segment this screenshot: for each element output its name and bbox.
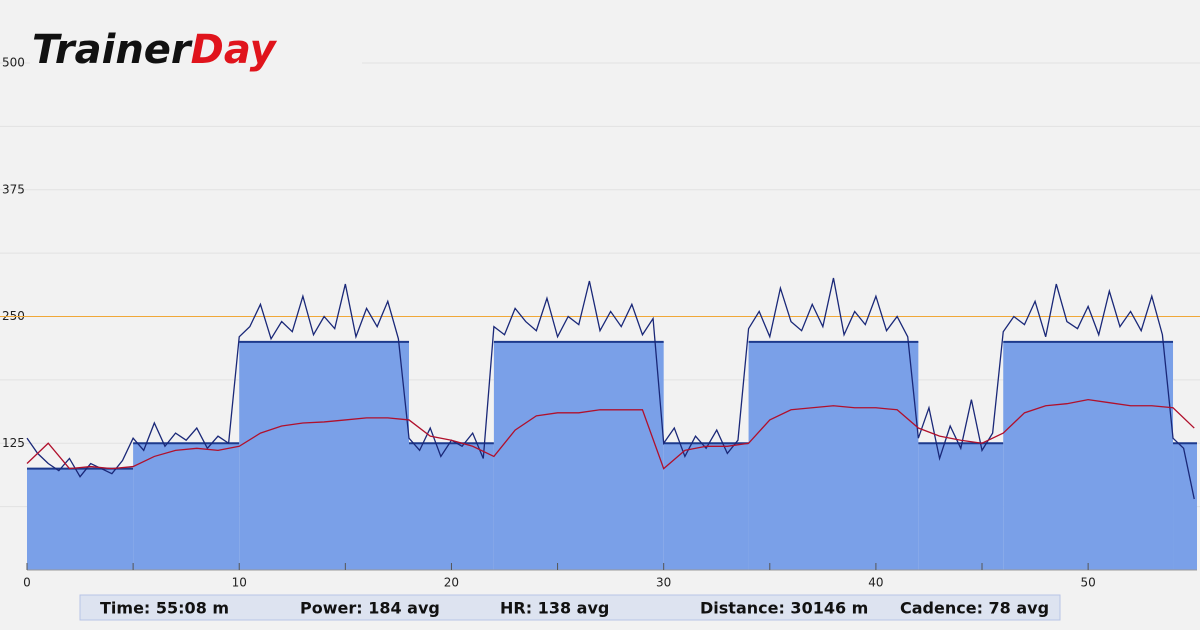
y-tick-label: 375 [2,182,25,196]
target-block [493,341,664,570]
y-tick-label: 125 [2,436,25,450]
x-tick-label: 0 [23,576,31,590]
stat: Power: 184 avg [300,599,440,618]
stat: HR: 138 avg [500,599,609,618]
series-line [26,277,1195,500]
x-tick-label: 20 [444,576,459,590]
stat: Time: 55:08 m [100,599,229,618]
x-tick-label: 50 [1080,576,1095,590]
target-block [1003,341,1174,570]
target-block [663,443,749,570]
target-block [409,443,494,570]
logo-accent: Day [191,27,278,73]
target-block [27,468,134,570]
x-tick-label: 10 [232,576,247,590]
y-tick-label: 500 [2,56,25,70]
target-block [133,443,240,570]
target-block [918,443,1004,570]
series-line [26,398,1195,470]
x-tick-label: 30 [656,576,671,590]
target-block [1173,443,1197,570]
logo-brand: Trainer [32,27,193,73]
target-block [748,341,919,570]
stat: Cadence: 78 avg [900,599,1049,618]
target-block [239,341,410,570]
stats: Time: 55:08 m Power: 184 avg HR: 138 avg Di… [100,599,1049,618]
logo-backdrop [30,28,362,76]
stats-bar [79,594,1061,621]
x-tick-label: 40 [868,576,883,590]
stat: Distance: 30146 m [700,599,868,618]
logo: TrainerDay [32,27,278,73]
